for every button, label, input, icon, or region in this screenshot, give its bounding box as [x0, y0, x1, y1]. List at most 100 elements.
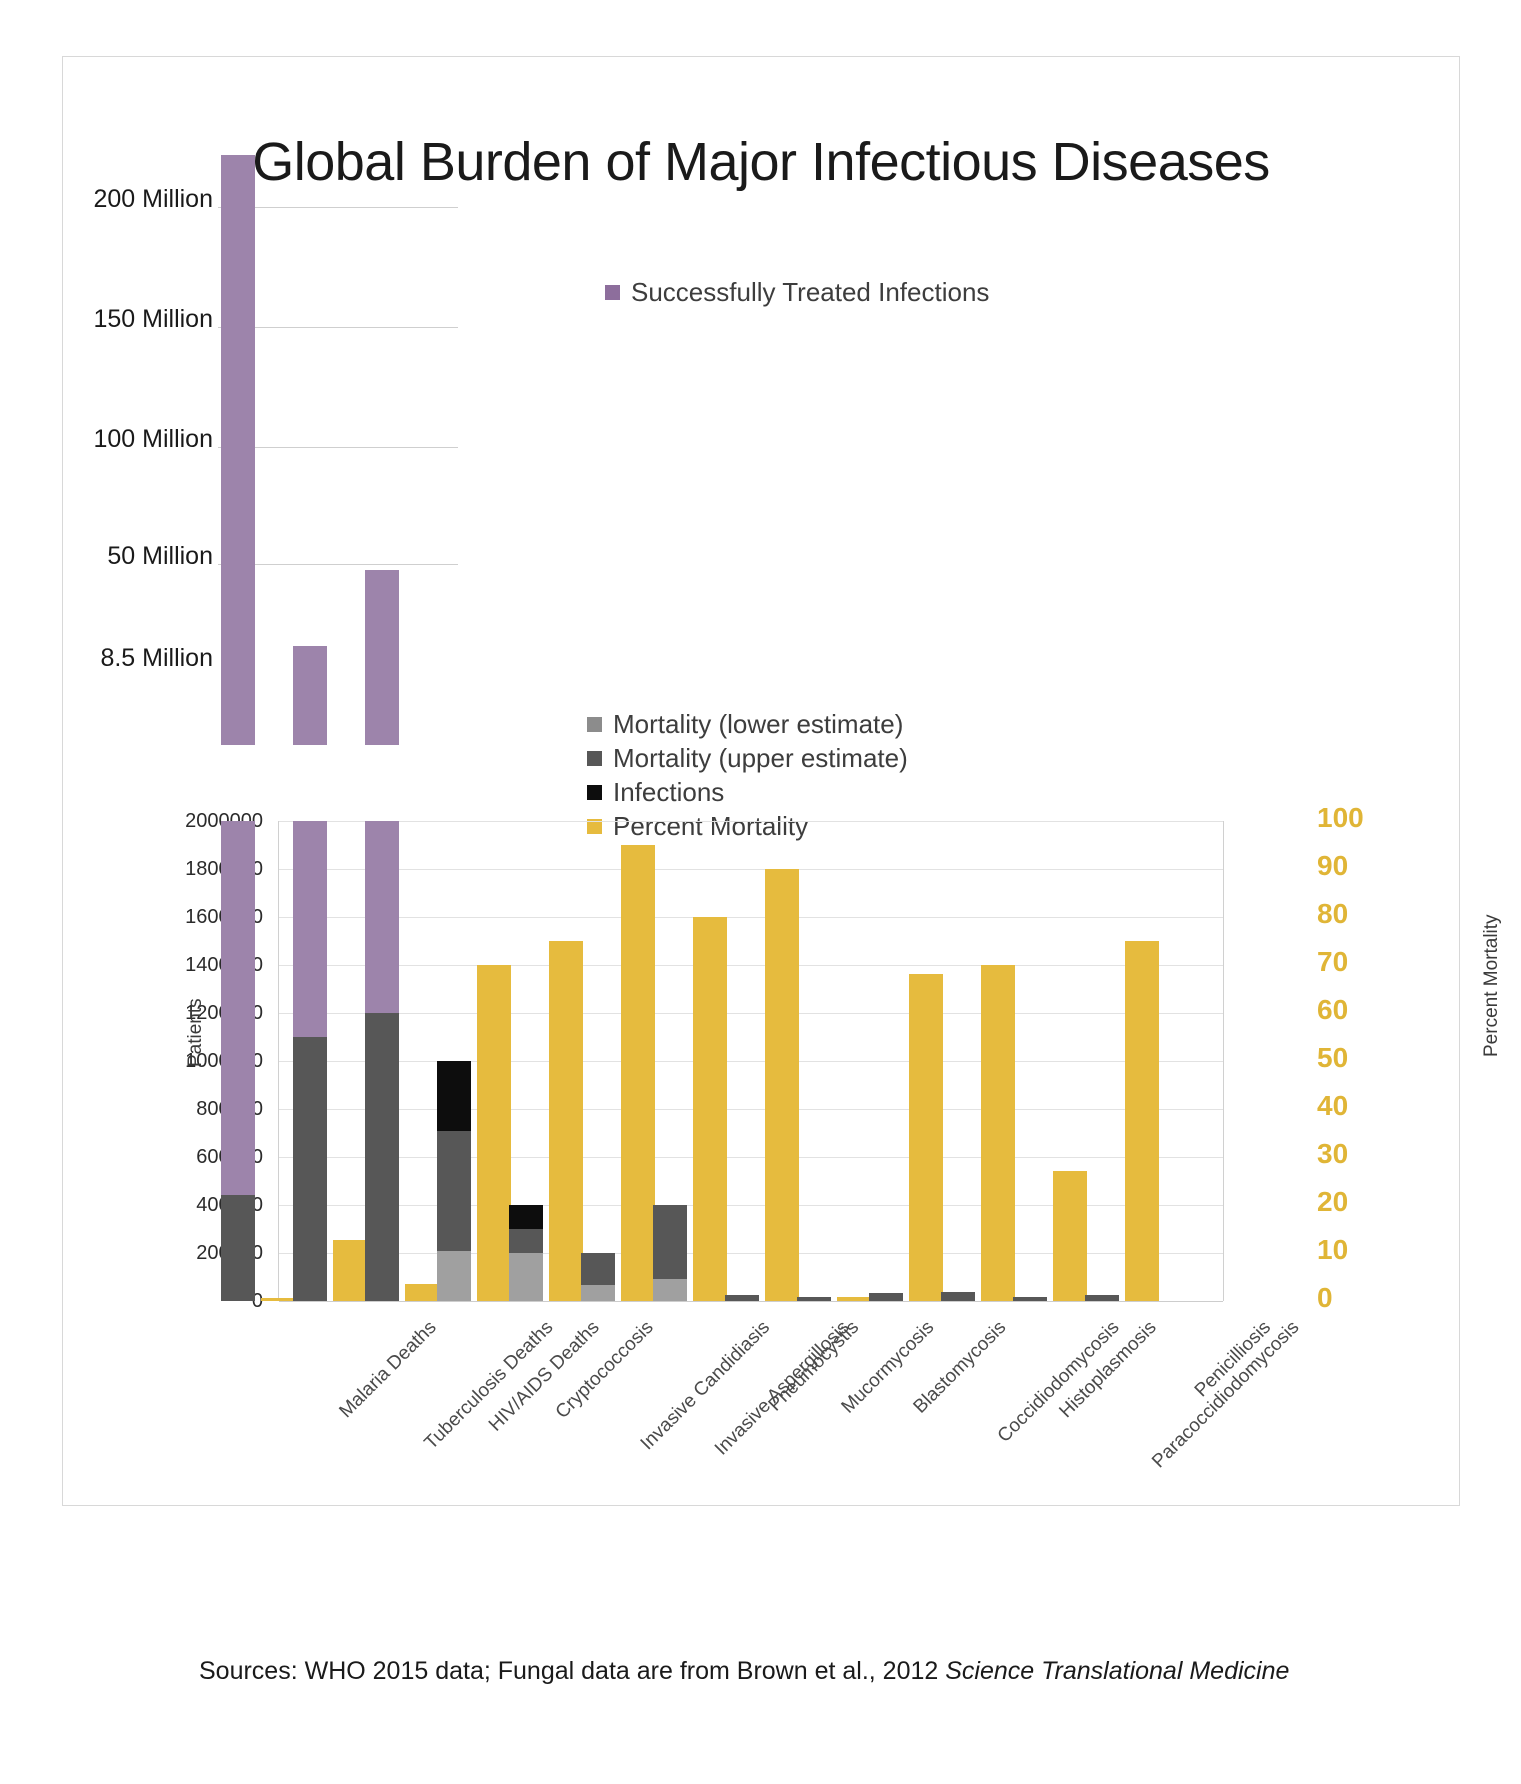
x-label-malaria-deaths: Malaria Deaths	[335, 1317, 441, 1423]
upper-tick-8-5m: 8.5 Million	[100, 644, 213, 672]
bar-histoplasmosis-patients	[941, 1292, 975, 1301]
upper-tick-100m: 100 Million	[93, 425, 213, 453]
upper-gridline-200m	[218, 207, 458, 208]
upper-tick-50m: 50 Million	[107, 542, 213, 570]
right-tick-20: 20	[1317, 1186, 1349, 1217]
right-tick-50: 50	[1317, 1042, 1349, 1073]
segment-treated	[293, 821, 327, 1037]
right-tick-30: 30	[1317, 1138, 1349, 1169]
legend-swatch-infections-icon	[587, 784, 602, 800]
source-note: Sources: WHO 2015 data; Fungal data are …	[199, 1657, 1289, 1686]
plot-area	[221, 821, 1224, 1302]
legend-label-infections: Infections	[613, 777, 725, 807]
legend-swatch-mortality-upper-icon	[587, 750, 602, 766]
bar-upper-tuberculosis-treated	[293, 646, 327, 745]
legend-treated: Successfully Treated Infections	[605, 275, 989, 309]
segment-infections	[437, 1061, 471, 1131]
bar-penicilliosis-percent	[1125, 941, 1159, 1301]
bar-coccidiodomycosis-percent	[909, 974, 943, 1301]
right-tick-0: 0	[1317, 1282, 1333, 1313]
legend-label-mortality-lower: Mortality (lower estimate)	[613, 709, 904, 739]
right-tick-90: 90	[1317, 850, 1349, 881]
right-tick-70: 70	[1317, 946, 1349, 977]
segment-infections	[509, 1205, 543, 1229]
right-tick-80: 80	[1317, 898, 1349, 929]
legend-main: Mortality (lower estimate) Mortality (up…	[587, 707, 908, 843]
y-axis-label-right: Percent Mortality	[1481, 914, 1502, 1057]
legend-swatch-mortality-lower-icon	[587, 716, 602, 732]
legend-item-treated: Successfully Treated Infections	[605, 275, 989, 309]
right-tick-60: 60	[1317, 994, 1349, 1025]
gridline-1400000	[279, 965, 1223, 966]
gridline-200000	[279, 1253, 1223, 1254]
bar-invasive-candidiasis-percent	[549, 941, 583, 1301]
upper-tick-150m: 150 Million	[93, 305, 213, 333]
bar-cryptococcosis-patients	[437, 1061, 471, 1301]
segment-mortality-upper	[221, 1195, 255, 1301]
right-tick-10: 10	[1317, 1234, 1349, 1265]
chart-frame: Global Burden of Major Infectious Diseas…	[62, 56, 1502, 1685]
bar-paracoccidiodomycosis-patients	[1013, 1297, 1047, 1301]
x-label-cryptococcosis: Cryptococcosis	[551, 1317, 658, 1423]
bar-invasive-aspergillosis-percent	[621, 845, 655, 1301]
axis-line-bottom	[279, 1301, 1223, 1302]
legend-item-mortality-lower: Mortality (lower estimate)	[587, 707, 908, 741]
x-label-paracoccidiodomycosis: Paracoccidiodomycosis	[1148, 1317, 1304, 1473]
x-label-invasive-candidiasis: Invasive Candidiasis	[636, 1317, 775, 1455]
segment-mortality-lower	[581, 1285, 615, 1301]
gridline-1000000	[279, 1061, 1223, 1062]
gridline-2000000	[279, 821, 1223, 822]
bar-mucormycosis-patients	[725, 1295, 759, 1301]
bar-histoplasmosis-percent	[981, 965, 1015, 1301]
legend-item-mortality-upper: Mortality (upper estimate)	[587, 741, 908, 775]
bar-blastomycosis-patients	[797, 1297, 831, 1301]
legend-label-percent-mortality: Percent Mortality	[613, 811, 809, 841]
gridline-800000	[279, 1109, 1223, 1110]
y-axis-label-left: Patients	[185, 998, 206, 1067]
bar-mucormycosis-percent	[765, 869, 799, 1301]
segment-mortality-lower	[437, 1251, 471, 1301]
left-tick-0: 0	[251, 1290, 263, 1312]
source-note-text: Sources: WHO 2015 data; Fungal data are …	[199, 1657, 946, 1685]
right-tick-40: 40	[1317, 1090, 1349, 1121]
right-tick-100: 100	[1317, 802, 1364, 833]
gridline-600000	[279, 1157, 1223, 1158]
legend-swatch-percent-mortality-icon	[587, 818, 602, 834]
legend-label-mortality-upper: Mortality (upper estimate)	[613, 743, 908, 773]
bar-tuberculosis-patients	[293, 821, 327, 1301]
bar-cryptococcosis-percent	[477, 965, 511, 1301]
gridline-1800000	[279, 869, 1223, 870]
upper-gridline-100m	[218, 447, 458, 448]
upper-tick-200m: 200 Million	[93, 185, 213, 213]
bar-blastomycosis-percent	[837, 1297, 871, 1301]
segment-mortality-upper	[293, 1037, 327, 1301]
legend-swatch-treated-icon	[605, 284, 620, 300]
legend-item-infections: Infections	[587, 775, 908, 809]
bar-malaria-patients	[221, 821, 255, 1301]
bar-malaria-percent	[261, 1298, 295, 1301]
bar-upper-hivaids-treated	[365, 570, 399, 745]
upper-gridline-50m	[218, 564, 458, 565]
bar-coccidiodomycosis-patients	[869, 1293, 903, 1301]
bar-invasive-candidiasis-patients	[509, 1205, 543, 1301]
bar-invasive-aspergillosis-patients	[581, 1253, 615, 1301]
bar-pneumocystis-patients	[653, 1205, 687, 1301]
chart-title: Global Burden of Major Infectious Diseas…	[252, 132, 1270, 192]
segment-mortality-upper	[437, 1131, 471, 1251]
segment-mortality-lower	[653, 1279, 687, 1301]
gridline-400000	[279, 1205, 1223, 1206]
segment-treated	[221, 821, 255, 1195]
bar-tuberculosis-percent	[333, 1240, 367, 1301]
gridline-1200000	[279, 1013, 1223, 1014]
segment-mortality-upper	[509, 1229, 543, 1253]
axis-line-right	[1223, 821, 1224, 1301]
gridline-1600000	[279, 917, 1223, 918]
bar-hivaids-patients	[365, 821, 399, 1301]
bar-penicilliosis-patients	[1085, 1295, 1119, 1301]
bar-upper-malaria-treated	[221, 155, 255, 745]
axis-line-left	[278, 821, 279, 1301]
segment-mortality-upper	[365, 1013, 399, 1301]
legend-label-treated: Successfully Treated Infections	[631, 276, 990, 307]
segment-treated	[365, 821, 399, 1013]
